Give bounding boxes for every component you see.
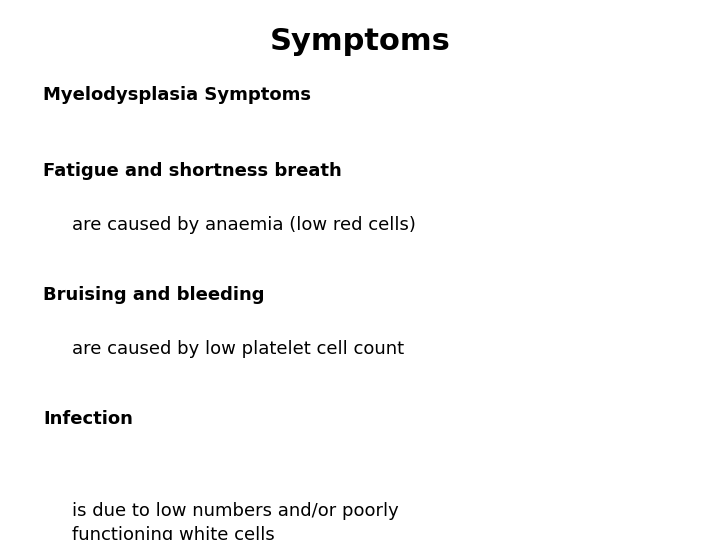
Text: are caused by anaemia (low red cells): are caused by anaemia (low red cells) [72,216,416,234]
Text: Bruising and bleeding: Bruising and bleeding [43,286,265,304]
Text: Fatigue and shortness breath: Fatigue and shortness breath [43,162,342,180]
Text: Myelodysplasia Symptoms: Myelodysplasia Symptoms [43,86,311,104]
Text: Symptoms: Symptoms [269,27,451,56]
Text: is due to low numbers and/or poorly
functioning white cells: is due to low numbers and/or poorly func… [72,502,399,540]
Text: are caused by low platelet cell count: are caused by low platelet cell count [72,340,404,358]
Text: Infection: Infection [43,410,133,428]
